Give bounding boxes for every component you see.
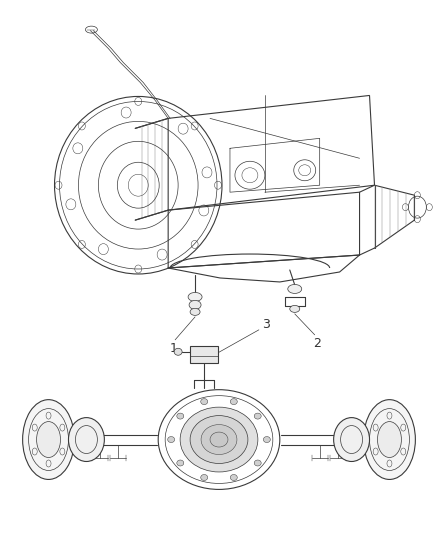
Ellipse shape — [201, 425, 237, 455]
Ellipse shape — [68, 417, 104, 462]
Ellipse shape — [177, 413, 184, 419]
Ellipse shape — [263, 437, 270, 442]
Ellipse shape — [177, 460, 184, 466]
Ellipse shape — [190, 416, 248, 464]
Ellipse shape — [334, 417, 370, 462]
Text: 1: 1 — [169, 342, 177, 356]
Ellipse shape — [168, 437, 175, 442]
Ellipse shape — [174, 348, 182, 356]
Text: 2: 2 — [313, 337, 321, 350]
Ellipse shape — [230, 474, 237, 480]
Ellipse shape — [378, 422, 401, 457]
Ellipse shape — [37, 422, 60, 457]
Ellipse shape — [254, 460, 261, 466]
Ellipse shape — [190, 309, 200, 316]
Ellipse shape — [210, 432, 228, 447]
Ellipse shape — [180, 407, 258, 472]
Ellipse shape — [364, 400, 415, 480]
Polygon shape — [190, 346, 218, 363]
Ellipse shape — [254, 413, 261, 419]
Ellipse shape — [23, 400, 74, 480]
Ellipse shape — [189, 301, 201, 309]
Ellipse shape — [230, 399, 237, 405]
Ellipse shape — [201, 474, 208, 480]
Ellipse shape — [288, 285, 302, 294]
Ellipse shape — [290, 305, 300, 312]
Ellipse shape — [188, 293, 202, 301]
Text: 3: 3 — [262, 318, 270, 332]
Ellipse shape — [201, 399, 208, 405]
